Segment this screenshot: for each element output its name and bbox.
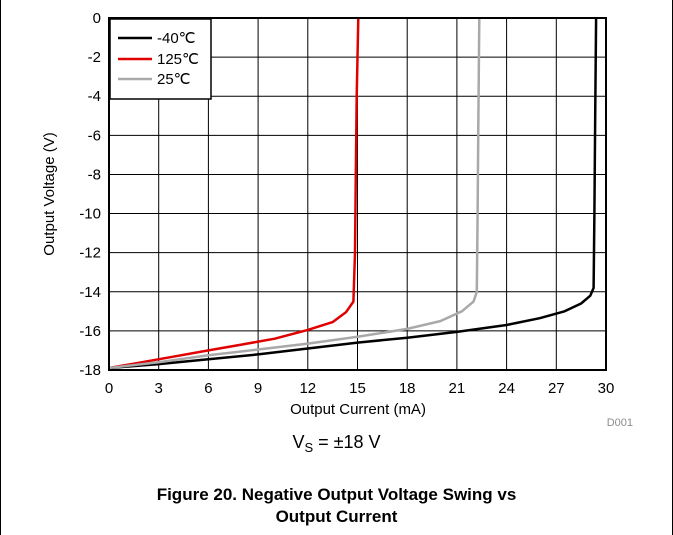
x-tick-label: 0 xyxy=(105,380,113,397)
y-tick-label: -6 xyxy=(88,127,101,144)
series-lines xyxy=(108,17,598,370)
x-tick-label: 6 xyxy=(204,380,212,397)
figure-caption: Figure 20. Negative Output Voltage Swing… xyxy=(100,484,573,528)
y-axis-title: Output Voltage (V) xyxy=(41,132,58,255)
x-tick-label: 30 xyxy=(598,380,615,397)
y-tick-label: -10 xyxy=(79,206,101,223)
plot-area-border xyxy=(108,17,607,371)
y-tick-label: -8 xyxy=(88,166,101,183)
y-tick-label: -14 xyxy=(79,284,101,301)
condition-value: = ±18 V xyxy=(313,432,381,452)
y-tick-label: -12 xyxy=(79,245,101,262)
condition-main: V xyxy=(292,432,305,452)
y-tick-label: -16 xyxy=(79,323,101,340)
x-tick-label: 3 xyxy=(155,380,163,397)
x-tick-label: 24 xyxy=(498,380,515,397)
x-tick-label: 18 xyxy=(399,380,416,397)
y-tick-label: -18 xyxy=(79,362,101,379)
x-tick-label: 21 xyxy=(449,380,466,397)
condition-label: VS = ±18 V xyxy=(0,432,673,455)
series-line-25 xyxy=(108,17,481,370)
y-tick-label: -2 xyxy=(88,49,101,66)
x-tick-label: 27 xyxy=(548,380,565,397)
series-line-125 xyxy=(108,17,360,370)
legend-label-125: 125℃ xyxy=(157,51,199,68)
y-tick-label: 0 xyxy=(93,10,101,27)
x-tick-label: 9 xyxy=(254,380,262,397)
y-tick-label: -4 xyxy=(88,88,101,105)
figure-id: D001 xyxy=(607,417,633,429)
condition-subscript: S xyxy=(304,440,314,455)
legend: -40℃ 125℃ 25℃ xyxy=(109,18,212,100)
x-tick-label: 15 xyxy=(349,380,366,397)
caption-line-2: Output Current xyxy=(275,507,398,526)
x-tick-label: 12 xyxy=(299,380,316,397)
legend-label-neg40: -40℃ xyxy=(157,30,196,47)
legend-label-25: 25℃ xyxy=(157,71,191,88)
x-axis-title: Output Current (mA) xyxy=(290,401,426,418)
caption-line-1: Figure 20. Negative Output Voltage Swing… xyxy=(156,485,517,504)
tick-labels: 0 3 6 9 12 15 18 21 24 27 30 0 -2 -4 -6 -8 -10 -12 -14 -16 -… xyxy=(79,10,614,397)
series-line-neg40 xyxy=(108,17,598,370)
